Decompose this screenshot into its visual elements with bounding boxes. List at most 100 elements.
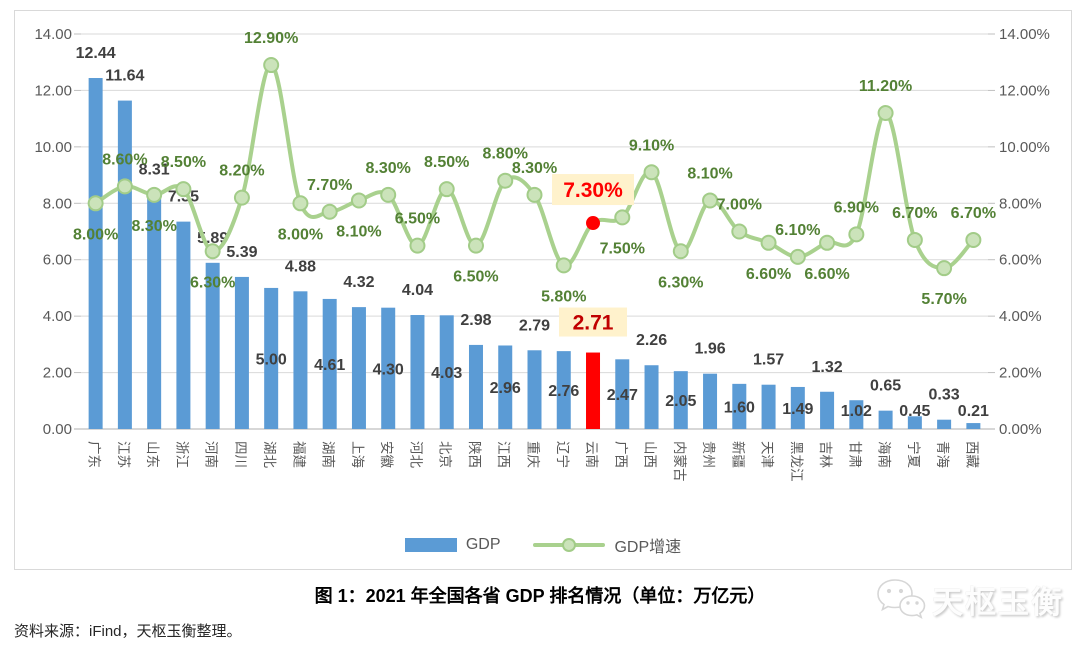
gdp-bar: [673, 371, 688, 429]
growth-value-label: 6.30%: [658, 274, 703, 291]
growth-highlight-bg: [552, 174, 635, 206]
gdp-bar: [761, 384, 776, 429]
right-axis-tick-label: 12.00%: [999, 82, 1050, 99]
bar-value-label: 1.57: [753, 352, 784, 369]
gdp-bar: [322, 298, 337, 429]
growth-value-label: 7.50%: [600, 240, 645, 257]
growth-marker: [233, 189, 250, 206]
growth-value-label: 6.90%: [834, 199, 879, 216]
growth-value-label: 8.30%: [131, 218, 176, 235]
bar-value-label: 2.79: [519, 317, 550, 334]
growth-value-label: 6.30%: [190, 274, 235, 291]
bar-value-label: 0.45: [899, 403, 930, 420]
x-axis-labels: 广东 江苏 山东 浙江 河南 四川 湖北 福建 湖南 上海 安徽 河北 北京 陕西 江西 重庆 辽宁 云南 广西 山西…: [87, 441, 980, 482]
x-axis-category-label: 西藏: [964, 441, 979, 468]
bar-value-label: 1.96: [694, 341, 725, 358]
growth-value-label: 8.80%: [483, 146, 528, 163]
gdp-bar: [234, 276, 249, 429]
left-axis-tick-label: 8.00: [43, 195, 72, 212]
source-note: 资料来源：iFind，天枢玉衡整理。: [14, 623, 242, 640]
right-axis-tick-label: 10.00%: [999, 139, 1050, 156]
gdp-bar: [820, 391, 835, 429]
x-axis-category-label: 江苏: [116, 441, 131, 468]
bar-value-label: 2.76: [548, 383, 579, 400]
growth-marker: [116, 178, 133, 195]
watermark-text: 天枢玉衡: [932, 584, 1064, 620]
x-axis-category-label: 黑龙江: [789, 441, 804, 482]
growth-value-label: 5.80%: [541, 288, 586, 305]
growth-marker: [789, 248, 806, 265]
y-axis-right-labels: 0.00% 2.00% 4.00% 6.00% 8.00% 10.00% 12.00% 14.…: [999, 26, 1050, 438]
x-axis-category-label: 甘肃: [847, 441, 862, 468]
gdp-bar: [790, 386, 805, 429]
growth-value-label: 9.10%: [629, 137, 674, 154]
x-axis-category-label: 云南: [584, 441, 599, 468]
growth-marker: [380, 186, 397, 203]
growth-value-label: 6.60%: [746, 266, 791, 283]
growth-value-label: 8.00%: [73, 226, 118, 243]
bar-value-label: 12.44: [76, 45, 116, 62]
gdp-bar: [966, 423, 981, 429]
gdp-bar: [937, 419, 952, 429]
growth-marker: [614, 209, 631, 226]
bar-value-label: 0.65: [870, 378, 901, 395]
right-axis-tick-label: 2.00%: [999, 365, 1042, 382]
figure-caption: 图 1：2021 年全国各省 GDP 排名情况（单位：万亿元）: [314, 586, 766, 606]
gdp-bar: [907, 416, 922, 429]
watermark: 天枢玉衡: [874, 576, 1064, 622]
gdp-bar: [293, 291, 308, 429]
x-axis-category-label: 宁夏: [906, 441, 922, 468]
gdp-bar: [351, 307, 366, 429]
gdp-highlight-box: 2.71: [559, 307, 628, 337]
left-axis-tick-label: 2.00: [43, 365, 72, 382]
x-axis-category-label: 重庆: [526, 441, 541, 468]
growth-value-label: 12.90%: [244, 30, 298, 47]
x-axis-category-label: 安徽: [379, 441, 394, 468]
gdp-bar: [410, 315, 425, 429]
growth-marker: [263, 57, 280, 74]
growth-marker: [731, 223, 748, 240]
gdp-bar: [264, 287, 279, 429]
x-axis-category-label: 广西: [613, 441, 628, 468]
growth-value-label: 6.10%: [775, 222, 820, 239]
gdp-bar: [498, 345, 513, 429]
gdp-bar: [703, 373, 718, 429]
bar-value-label: 5.39: [226, 244, 257, 261]
growth-highlight-box: 7.30%: [552, 174, 635, 206]
bar-value-label: 2.47: [607, 387, 638, 404]
growth-value-label: 8.30%: [512, 160, 557, 177]
gdp-bar: [878, 410, 893, 429]
legend-line-marker: [562, 538, 577, 552]
growth-marker: [643, 164, 660, 181]
growth-value-label: 8.10%: [336, 223, 381, 240]
growth-marker: [555, 257, 572, 274]
bar-value-label: 2.98: [460, 312, 491, 329]
left-axis-tick-label: 14.00: [34, 26, 72, 43]
x-axis-category-label: 山东: [145, 441, 160, 468]
right-axis-tick-label: 6.00%: [999, 252, 1042, 269]
growth-marker: [204, 243, 221, 260]
growth-value-label: 8.50%: [161, 154, 206, 171]
growth-value-labels: 8.00% 8.60% 8.30% 8.50% 6.30% 8.20% 12.90% 8.00…: [73, 30, 996, 308]
left-axis-tick-label: 4.00: [43, 308, 72, 325]
x-axis-category-label: 湖南: [321, 441, 336, 468]
legend-growth-label: GDP增速: [614, 539, 682, 556]
growth-value-label: 7.70%: [307, 177, 352, 194]
x-axis-category-label: 天津: [760, 441, 775, 468]
bar-value-label: 4.88: [285, 258, 316, 275]
x-axis-category-label: 吉林: [818, 441, 833, 468]
bar-value-label: 0.33: [929, 387, 960, 404]
left-axis-tick-label: 10.00: [34, 139, 72, 156]
growth-marker: [409, 237, 426, 254]
bar-value-label: 1.60: [724, 399, 755, 416]
growth-value-label: 8.30%: [366, 160, 411, 177]
growth-value-label: 6.50%: [453, 269, 498, 286]
x-axis-category-label: 内蒙古: [672, 441, 687, 482]
growth-marker-highlight: [586, 216, 601, 231]
bar-value-label: 11.64: [105, 68, 144, 85]
growth-marker: [848, 226, 865, 243]
bar-value-labels: 12.4411.648.317.355.895.395.004.884.614.…: [76, 45, 989, 420]
chart-frame: 0.00 2.00 4.00 6.00 8.00 10.00 12.00 14.00 0.00%…: [14, 10, 1072, 570]
growth-marker: [497, 172, 514, 189]
